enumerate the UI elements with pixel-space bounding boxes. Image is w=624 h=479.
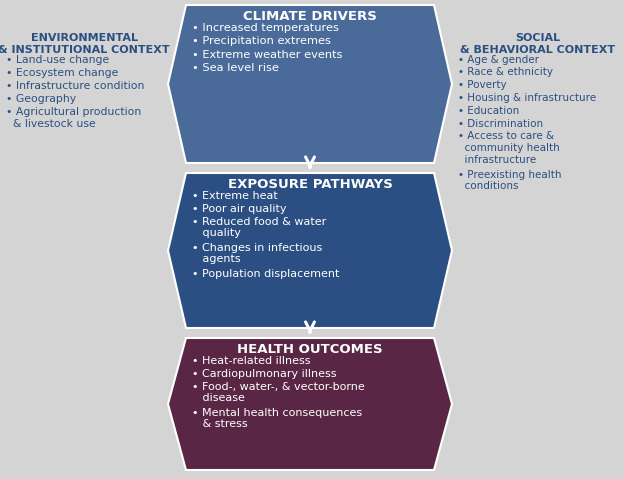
Text: • Extreme weather events: • Extreme weather events xyxy=(192,50,343,60)
Text: CLIMATE DRIVERS: CLIMATE DRIVERS xyxy=(243,10,377,23)
Text: • Agricultural production
  & livestock use: • Agricultural production & livestock us… xyxy=(6,107,141,129)
Text: • Infrastructure condition: • Infrastructure condition xyxy=(6,81,144,91)
Text: • Increased temperatures: • Increased temperatures xyxy=(192,23,339,33)
Text: • Land-use change: • Land-use change xyxy=(6,55,109,65)
Text: • Reduced food & water
   quality: • Reduced food & water quality xyxy=(192,217,326,239)
Text: • Changes in infectious
   agents: • Changes in infectious agents xyxy=(192,243,322,264)
Text: • Discrimination: • Discrimination xyxy=(458,119,543,128)
Text: • Poverty: • Poverty xyxy=(458,80,507,90)
Text: • Preexisting health
  conditions: • Preexisting health conditions xyxy=(458,170,562,192)
Text: • Ecosystem change: • Ecosystem change xyxy=(6,68,119,78)
Polygon shape xyxy=(168,173,452,328)
Text: EXPOSURE PATHWAYS: EXPOSURE PATHWAYS xyxy=(228,178,392,191)
Text: SOCIAL
& BEHAVIORAL CONTEXT: SOCIAL & BEHAVIORAL CONTEXT xyxy=(461,33,615,55)
Text: HEALTH OUTCOMES: HEALTH OUTCOMES xyxy=(237,343,383,356)
Polygon shape xyxy=(168,338,452,470)
Text: • Race & ethnicity: • Race & ethnicity xyxy=(458,68,553,78)
Polygon shape xyxy=(168,5,452,163)
Text: • Education: • Education xyxy=(458,106,519,116)
Text: ENVIRONMENTAL
& INSTITUTIONAL CONTEXT: ENVIRONMENTAL & INSTITUTIONAL CONTEXT xyxy=(0,33,170,55)
Text: • Sea level rise: • Sea level rise xyxy=(192,63,279,73)
Text: • Poor air quality: • Poor air quality xyxy=(192,204,286,214)
FancyArrowPatch shape xyxy=(306,322,314,332)
Text: • Cardiopulmonary illness: • Cardiopulmonary illness xyxy=(192,369,336,379)
Text: • Heat-related illness: • Heat-related illness xyxy=(192,356,311,366)
Text: • Housing & infrastructure: • Housing & infrastructure xyxy=(458,93,596,103)
Text: • Mental health consequences
   & stress: • Mental health consequences & stress xyxy=(192,408,362,430)
Text: • Precipitation extremes: • Precipitation extremes xyxy=(192,36,331,46)
Text: • Age & gender: • Age & gender xyxy=(458,55,539,65)
Text: • Food-, water-, & vector-borne
   disease: • Food-, water-, & vector-borne disease xyxy=(192,382,365,403)
Text: • Geography: • Geography xyxy=(6,94,76,104)
Text: • Extreme heat: • Extreme heat xyxy=(192,191,278,201)
Text: • Access to care &
  community health
  infrastructure: • Access to care & community health infr… xyxy=(458,131,560,165)
FancyArrowPatch shape xyxy=(306,157,314,167)
Text: • Population displacement: • Population displacement xyxy=(192,269,339,279)
